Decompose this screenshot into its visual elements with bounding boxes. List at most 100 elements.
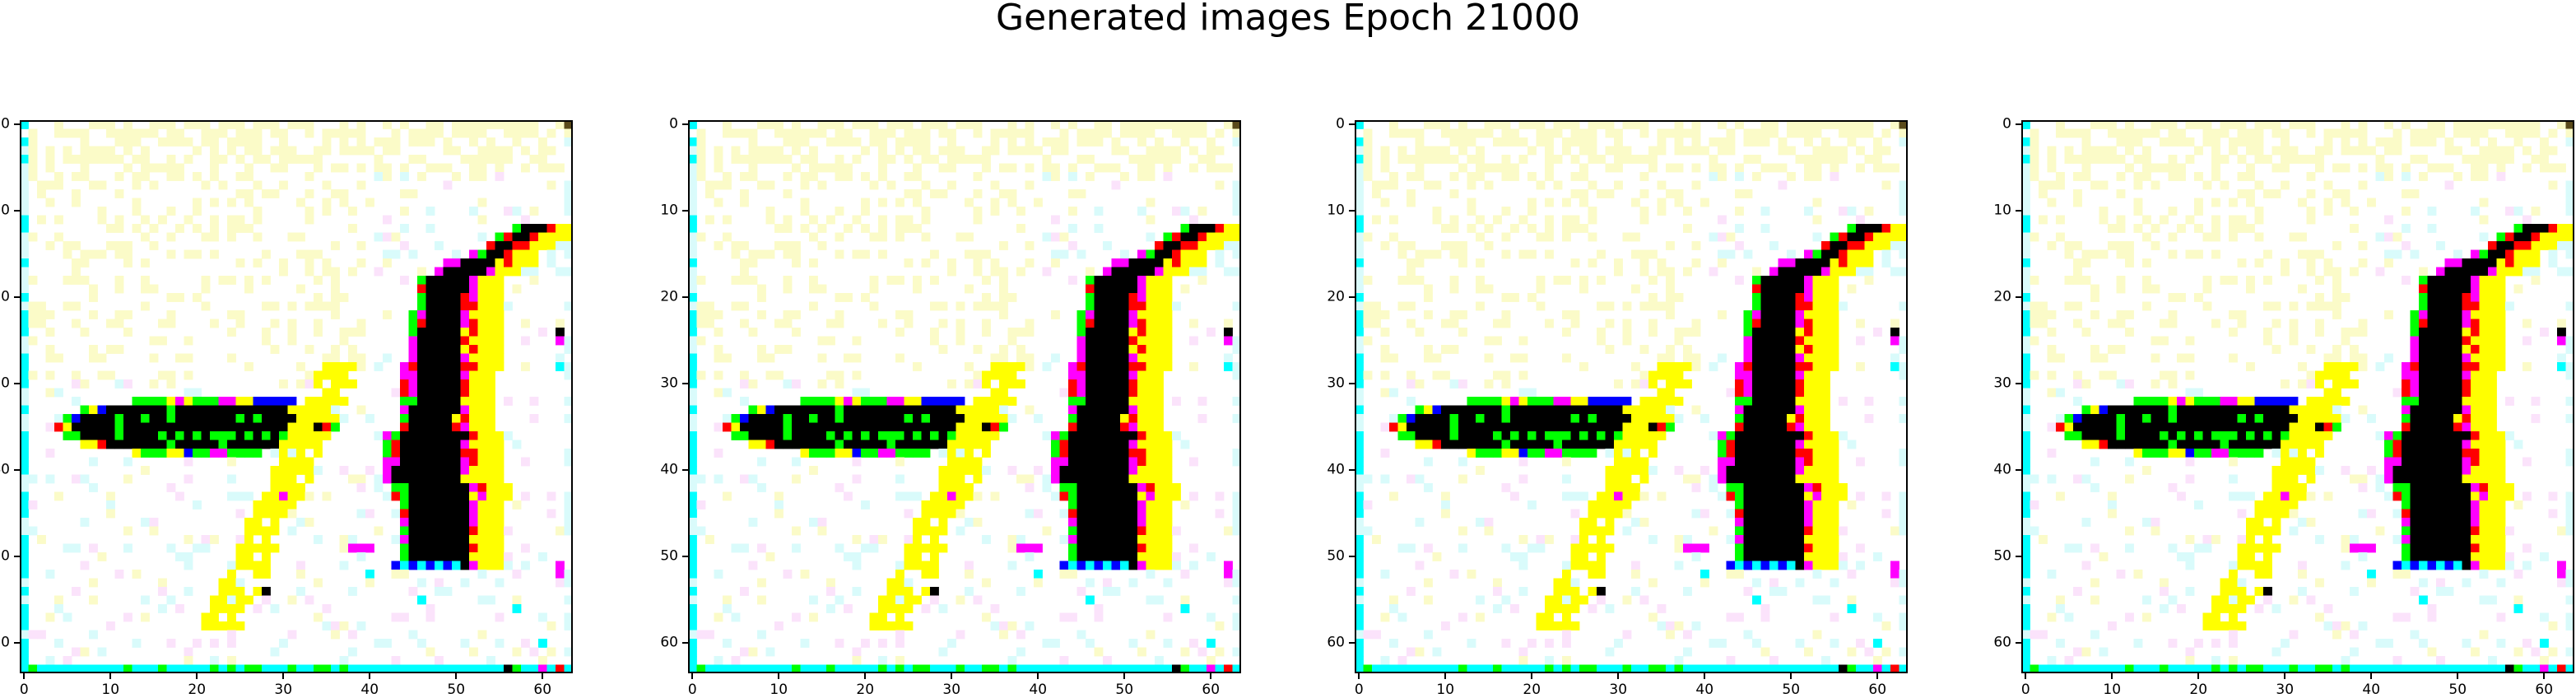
pixel-cell bbox=[1545, 595, 1554, 605]
pixel-cell bbox=[469, 163, 478, 173]
pixel-cell bbox=[149, 397, 159, 406]
pixel-cell bbox=[1424, 180, 1433, 190]
x-tick-label: 20 bbox=[1523, 682, 1541, 698]
pixel-cell bbox=[1137, 518, 1146, 527]
pixel-cell bbox=[731, 543, 741, 553]
pixel-cell bbox=[1025, 120, 1035, 129]
pixel-cell bbox=[947, 267, 956, 277]
pixel-cell bbox=[1605, 422, 1615, 432]
pixel-cell bbox=[1553, 595, 1563, 605]
pixel-cell bbox=[348, 353, 357, 363]
pixel-cell bbox=[1076, 526, 1086, 536]
pixel-cell bbox=[1120, 336, 1129, 346]
pixel-cell bbox=[443, 258, 453, 268]
pixel-cell bbox=[1180, 570, 1190, 579]
pixel-cell bbox=[757, 440, 766, 449]
pixel-cell bbox=[1666, 397, 1675, 406]
pixel-cell bbox=[97, 155, 107, 164]
pixel-cell bbox=[1795, 276, 1805, 285]
pixel-cell bbox=[800, 422, 810, 432]
pixel-cell bbox=[1232, 526, 1241, 536]
pixel-cell bbox=[1467, 664, 1476, 673]
pixel-cell bbox=[1059, 535, 1069, 544]
pixel-cell bbox=[1476, 258, 1485, 268]
pixel-cell bbox=[1674, 621, 1684, 631]
pixel-cell bbox=[1830, 345, 1839, 354]
pixel-cell bbox=[740, 647, 749, 657]
pixel-cell bbox=[1493, 440, 1502, 449]
pixel-cell bbox=[1821, 405, 1830, 415]
pixel-cell bbox=[1778, 405, 1788, 415]
pixel-cell bbox=[331, 128, 340, 138]
pixel-cell bbox=[1562, 474, 1571, 484]
pixel-cell bbox=[1389, 388, 1398, 398]
pixel-cell bbox=[792, 249, 801, 259]
pixel-cell bbox=[1639, 457, 1649, 467]
pixel-cell bbox=[1881, 128, 1891, 138]
pixel-cell bbox=[1128, 362, 1138, 371]
pixel-cell bbox=[1155, 345, 1164, 354]
pixel-cell bbox=[80, 647, 90, 657]
pixel-cell bbox=[1103, 301, 1112, 311]
pixel-cell bbox=[869, 612, 879, 622]
pixel-cell bbox=[1847, 232, 1857, 242]
pixel-cell bbox=[322, 137, 332, 147]
pixel-cell bbox=[748, 431, 758, 440]
pixel-cell bbox=[193, 207, 202, 216]
pixel-cell bbox=[244, 128, 253, 138]
pixel-cell bbox=[904, 449, 914, 458]
pixel-cell bbox=[1787, 561, 1796, 570]
pixel-cell bbox=[913, 224, 922, 233]
pixel-cell bbox=[688, 621, 697, 631]
pixel-cell bbox=[1415, 163, 1425, 173]
pixel-cell bbox=[158, 422, 167, 432]
pixel-cell bbox=[688, 518, 697, 527]
pixel-cell bbox=[227, 328, 236, 337]
pixel-cell bbox=[1778, 293, 1788, 302]
pixel-cell bbox=[1657, 491, 1667, 501]
pixel-cell bbox=[973, 249, 983, 259]
pixel-cell bbox=[279, 457, 288, 467]
pixel-cell bbox=[723, 388, 732, 398]
pixel-cell bbox=[331, 267, 340, 277]
pixel-cell bbox=[408, 561, 418, 570]
pixel-cell bbox=[1735, 422, 1744, 432]
pixel-cell bbox=[1821, 336, 1830, 346]
pixel-cell bbox=[999, 353, 1008, 363]
y-tick-label: 50 bbox=[660, 547, 678, 565]
pixel-cell bbox=[1232, 128, 1241, 138]
pixel-cell bbox=[688, 491, 697, 501]
pixel-cell bbox=[1804, 509, 1813, 519]
pixel-cell bbox=[20, 500, 29, 510]
pixel-cell bbox=[175, 397, 184, 406]
pixel-cell bbox=[443, 664, 453, 673]
pixel-cell bbox=[844, 449, 853, 458]
pixel-cell bbox=[1691, 509, 1701, 519]
pixel-cell bbox=[1034, 198, 1043, 207]
pixel-cell bbox=[556, 319, 565, 328]
pixel-cell bbox=[1146, 414, 1155, 423]
pixel-cell bbox=[1804, 128, 1813, 138]
pixel-cell bbox=[1881, 163, 1891, 173]
pixel-cell bbox=[166, 163, 176, 173]
pixel-cell bbox=[477, 388, 487, 398]
pixel-cell bbox=[556, 267, 565, 277]
pixel-cell bbox=[1086, 491, 1095, 501]
pixel-cell bbox=[279, 449, 288, 458]
pixel-cell bbox=[1769, 518, 1779, 527]
pixel-cell bbox=[1579, 146, 1588, 156]
pixel-cell bbox=[1155, 518, 1164, 527]
pixel-cell bbox=[1839, 397, 1848, 406]
pixel-cell bbox=[408, 440, 418, 449]
pixel-cell bbox=[1769, 397, 1779, 406]
pixel-cell bbox=[1372, 180, 1381, 190]
pixel-cell bbox=[913, 422, 922, 432]
pixel-cell bbox=[1449, 155, 1459, 164]
pixel-cell bbox=[1631, 232, 1640, 242]
pixel-cell bbox=[1424, 664, 1433, 673]
pixel-cell bbox=[460, 258, 470, 268]
pixel-cell bbox=[89, 155, 98, 164]
pixel-cell bbox=[1016, 146, 1025, 156]
pixel-cell bbox=[1111, 414, 1121, 423]
pixel-cell bbox=[1597, 500, 1606, 510]
